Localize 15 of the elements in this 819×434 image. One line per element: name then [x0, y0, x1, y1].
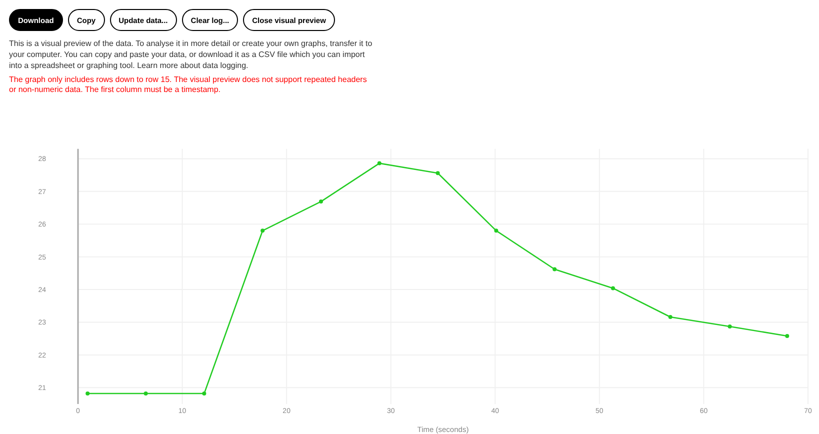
point [86, 392, 90, 396]
point [552, 267, 557, 272]
point [318, 200, 323, 204]
point [610, 286, 615, 290]
point [728, 324, 732, 328]
text: The graph only includes rows down to row 15. The visual preview does not support repeated headers or non-numeric data. The first column must be a timestamp. [9, 75, 368, 95]
point [260, 228, 265, 233]
point [668, 315, 672, 320]
point [377, 161, 382, 166]
point [494, 228, 498, 233]
point [785, 334, 790, 338]
point [144, 392, 148, 396]
text: This is a visual preview of the data. To analyse it in more detail or create your own graphs, transfer it to your computer. You can copy and paste your data, or download it as a CSV file which you can import into a spreadsheet or graphing tool. Learn more about data logging. [9, 38, 374, 71]
point [436, 171, 440, 176]
point [202, 392, 206, 396]
